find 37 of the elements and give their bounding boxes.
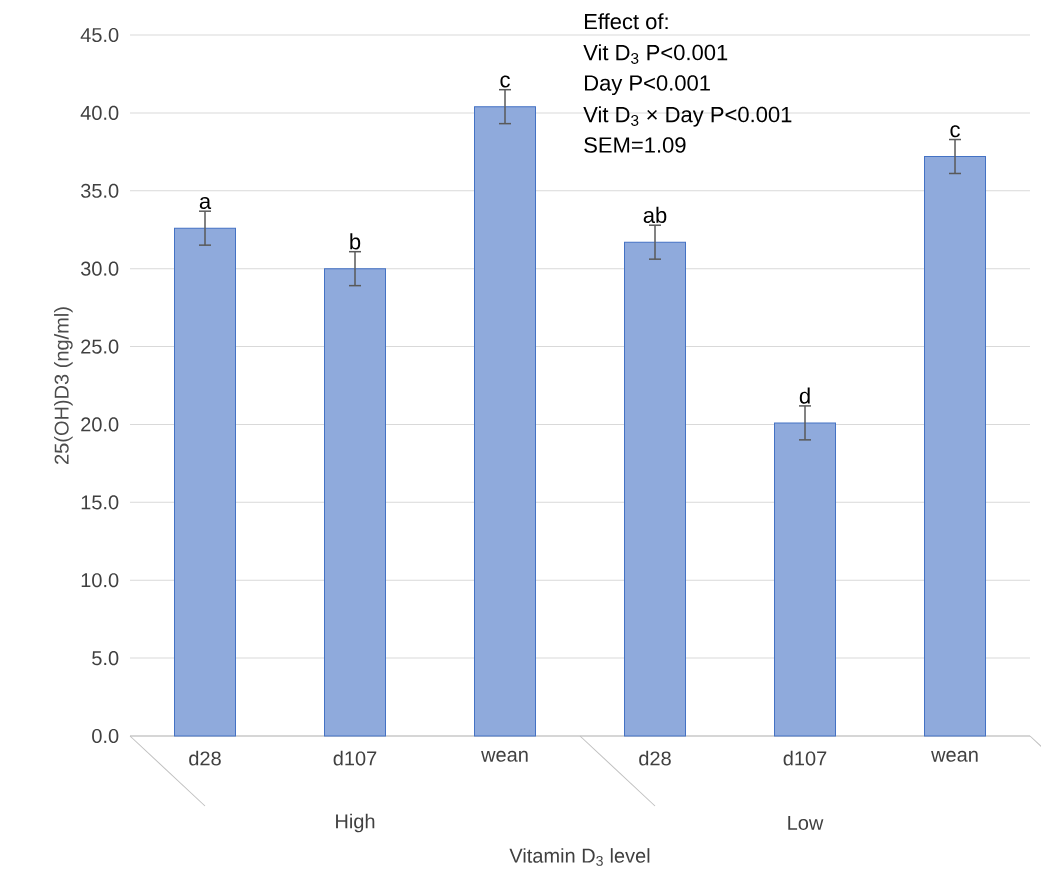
data-label: c [950,125,960,138]
x-tick-label: wean [481,750,528,762]
bar [924,156,987,737]
y-tick-label: 45.0 [80,27,119,43]
y-tick-label: 30.0 [80,261,119,276]
annotation: Day P<0.001 [585,75,710,96]
x-tick-label: wean [931,750,978,762]
x-axis-title: Vitamin D$_{3}$ level [509,848,650,866]
annotation: SEM=1.09 [584,137,686,153]
y-tick-label: 0.0 [92,728,119,744]
y-tick-label: 25.0 [81,339,119,354]
data-label: a [199,196,212,209]
bar [774,422,837,737]
text: High [336,813,375,833]
x-tick-label: d107 [333,750,377,766]
data-label: ab [643,206,667,224]
y-tick-label: 35.0 [80,183,119,198]
bar [174,227,236,737]
x-tick-label: d28 [189,750,221,766]
data-label: d [799,387,810,404]
data-label: b [350,233,361,250]
y-tick-label: 40.0 [80,105,119,120]
text: Low [788,816,824,830]
annotation: Vit D$_{3}$ P<0.001 [583,44,728,64]
annotation: Vit D$_{3}$ × Day P<0.001 [583,106,792,127]
data-label: c [500,75,510,88]
x-tick-label: d107 [783,750,827,766]
y-tick-label: 20.0 [81,417,119,432]
bar [624,241,687,737]
bar [324,268,386,737]
text: Effect of: [585,13,668,30]
y-tick-label: 5.0 [92,651,119,666]
y-tick-label: 15.0 [81,495,119,510]
x-tick-label: d28 [639,750,671,766]
y-tick-label: 10.0 [81,573,119,588]
bar [474,106,536,737]
y-axis-title: 25(OH)D3 (ng/ml) [54,307,73,464]
